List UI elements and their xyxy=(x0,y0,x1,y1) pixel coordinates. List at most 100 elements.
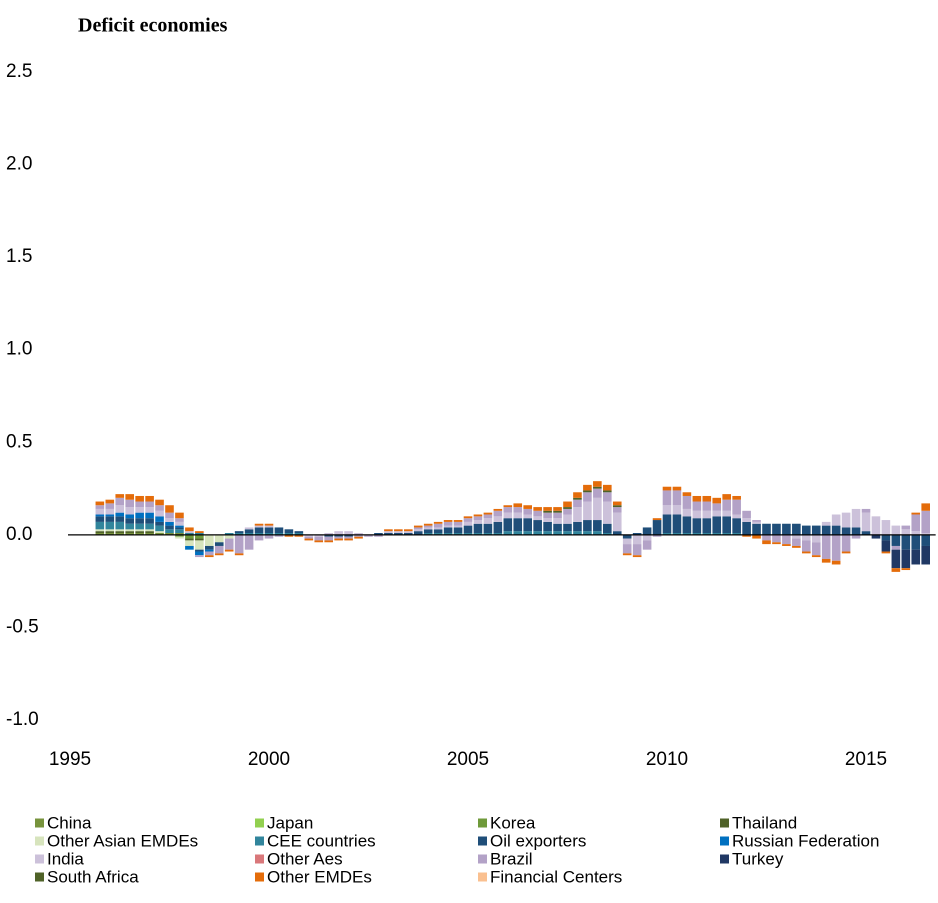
bar-segment xyxy=(612,507,622,513)
bar-segment xyxy=(881,534,891,541)
bar-segment xyxy=(195,555,204,558)
bar-segment xyxy=(563,514,572,524)
bar-segment xyxy=(752,521,761,524)
bar-segment xyxy=(105,516,115,522)
bar-segment xyxy=(443,527,453,534)
bar-segment xyxy=(573,531,582,535)
bar-segment xyxy=(752,520,761,522)
bar-segment xyxy=(145,495,154,502)
bar-segment xyxy=(851,534,861,539)
bar-segment xyxy=(95,521,105,530)
y-tick-label: 2.0 xyxy=(6,154,32,175)
bar-segment xyxy=(742,534,751,537)
bar-segment xyxy=(264,523,274,526)
bar-segment xyxy=(185,538,194,541)
legend-label: CEE countries xyxy=(267,831,376,850)
bar-segment xyxy=(155,521,164,526)
bar-segment xyxy=(583,501,592,521)
legend-label: China xyxy=(47,813,92,832)
bar-segment xyxy=(513,507,523,513)
x-tick-label: 1995 xyxy=(49,749,91,770)
bar-segment xyxy=(702,495,712,502)
bar-segment xyxy=(792,545,801,548)
bar-segment xyxy=(463,533,473,535)
x-tick-label: 2005 xyxy=(447,749,489,770)
bar-segment xyxy=(811,542,821,556)
bar-segment xyxy=(722,494,731,500)
bar-segment xyxy=(513,531,523,535)
bar-segment xyxy=(503,518,513,532)
bar-segment xyxy=(125,533,134,535)
bar-segment xyxy=(294,533,304,535)
bar-segment xyxy=(772,523,781,535)
bar-segment xyxy=(413,527,423,530)
bar-segment xyxy=(772,534,781,543)
bar-segment xyxy=(672,490,682,506)
bar-segment xyxy=(603,501,612,524)
bar-segment xyxy=(145,531,154,534)
bar-segment xyxy=(603,490,612,493)
bar-segment xyxy=(214,553,224,556)
bar-segment xyxy=(622,553,632,556)
bar-segment xyxy=(413,531,423,535)
bar-segment xyxy=(523,518,532,532)
bar-segment xyxy=(593,488,602,498)
y-tick-label: -1.0 xyxy=(6,709,39,730)
bar-segment xyxy=(214,534,224,543)
legend-swatch xyxy=(255,818,264,828)
bar-segment xyxy=(115,533,125,535)
chart-title: Deficit economies xyxy=(78,15,228,37)
bar-segment xyxy=(155,531,164,534)
bar-segment xyxy=(175,512,184,519)
bar-segment xyxy=(254,525,264,528)
bar-segment xyxy=(205,551,214,556)
bar-segment xyxy=(463,516,473,519)
bar-segment xyxy=(254,534,264,541)
bar-segment xyxy=(792,538,801,546)
bar-segment xyxy=(135,507,144,513)
bar-segment xyxy=(165,505,174,513)
bar-segment xyxy=(642,527,652,535)
bar-segment xyxy=(732,533,741,535)
bar-segment xyxy=(732,495,741,500)
bar-segment xyxy=(792,534,801,539)
y-tick-label: -0.5 xyxy=(6,616,39,637)
bar-segment xyxy=(95,508,105,515)
bar-segment xyxy=(483,533,493,535)
bar-segment xyxy=(662,486,672,491)
bar-segment xyxy=(205,534,214,546)
bar-segment xyxy=(175,534,184,537)
bar-segment xyxy=(782,544,791,546)
bar-segment xyxy=(254,523,264,526)
bar-segment xyxy=(503,505,513,508)
bar-segment xyxy=(224,534,234,539)
bar-segment xyxy=(284,533,294,535)
bar-segment xyxy=(841,534,851,552)
bar-segment xyxy=(125,494,134,500)
bar-segment xyxy=(881,540,891,552)
bar-segment xyxy=(921,534,930,546)
bar-segment xyxy=(603,533,612,535)
bar-segment xyxy=(911,534,921,550)
bar-segment xyxy=(294,531,304,534)
bar-segment xyxy=(612,531,622,535)
bar-segment xyxy=(692,518,702,534)
legend-label: India xyxy=(47,849,84,868)
bar-segment xyxy=(155,499,164,506)
bar-segment xyxy=(901,534,911,550)
bar-segment xyxy=(861,531,871,535)
bar-segment xyxy=(901,529,911,535)
bar-segment xyxy=(543,518,552,522)
bar-segment xyxy=(861,512,871,532)
bar-segment xyxy=(712,503,722,511)
bar-segment xyxy=(334,536,343,539)
bar-segment xyxy=(135,501,144,508)
bar-segment xyxy=(642,534,652,541)
bar-segment xyxy=(185,527,194,532)
legend-swatch xyxy=(35,818,44,828)
bar-segment xyxy=(811,555,821,558)
legend-swatch xyxy=(255,836,264,846)
bar-segment xyxy=(155,516,164,522)
bar-segment xyxy=(692,495,702,502)
bar-segment xyxy=(622,534,632,539)
